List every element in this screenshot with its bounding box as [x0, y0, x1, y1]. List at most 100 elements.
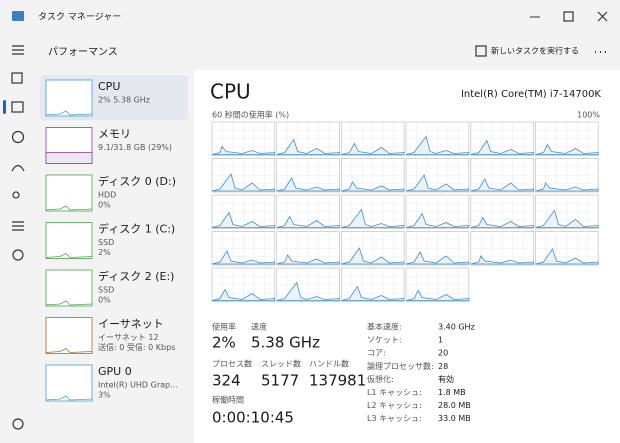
detail-label: 基本速度:	[367, 322, 402, 332]
cpu-title: CPU	[210, 80, 251, 104]
processor-usage-line	[470, 178, 534, 192]
stat-label: プロセス数	[212, 359, 252, 369]
processor-usage-line	[535, 143, 599, 155]
sidebar-item-detail: HDD	[98, 191, 116, 200]
cpu-model: Intel(R) Core(TM) i7-14700K	[461, 89, 601, 100]
processor-usage-line	[406, 251, 470, 265]
nav-users[interactable]	[12, 191, 20, 199]
nav-performance[interactable]	[11, 101, 24, 113]
nav-details[interactable]	[12, 221, 24, 231]
sidebar-sparkline	[45, 348, 93, 353]
sidebar-item-name: メモリ	[98, 128, 131, 141]
processor-usage-line	[341, 247, 405, 265]
nav-processes[interactable]	[11, 72, 23, 84]
sidebar-item-detail: 送信: 0 受信: 0 Kbps	[98, 342, 175, 352]
sidebar-sparkline	[45, 253, 93, 258]
processor-usage-line	[470, 216, 534, 228]
sidebar-sparkline	[45, 300, 93, 306]
detail-value: 28	[438, 362, 448, 371]
nav-history[interactable]	[11, 130, 25, 144]
sidebar-thumbnail	[45, 317, 93, 354]
stat-value: 0:00:10:45	[212, 409, 294, 427]
detail-value: 33.0 MB	[438, 414, 471, 423]
detail-value: 28.0 MB	[438, 401, 471, 410]
sidebar-item-detail: 0%	[98, 201, 111, 210]
detail-label: コア:	[367, 349, 386, 358]
processor-usage-line	[406, 135, 470, 155]
sidebar-item-name: ディスク 0 (D:)	[98, 174, 176, 188]
detail-label: L2 キャッシュ:	[367, 401, 422, 410]
sidebar-item-detail: 3%	[98, 391, 111, 400]
stat-value: 137981	[309, 372, 366, 390]
processor-usage-line	[341, 181, 405, 192]
nav-settings[interactable]	[12, 418, 24, 430]
graph-label: 60 秒間の使用率 (%)	[212, 110, 289, 120]
menu-button[interactable]	[12, 45, 24, 55]
processor-usage-line	[406, 289, 470, 301]
detail-label: 仮想化:	[367, 374, 394, 384]
sidebar-item-detail: 2%	[98, 248, 111, 257]
processor-usage-line	[211, 173, 276, 192]
detail-label: ソケット:	[367, 336, 402, 345]
processor-usage-line	[276, 281, 340, 301]
processor-usage-line	[341, 285, 405, 301]
stat-value: 5177	[261, 372, 299, 390]
stat-value: 324	[212, 372, 241, 390]
sidebar-item-name: GPU 0	[98, 365, 132, 378]
processor-usage-line	[535, 182, 599, 192]
sidebar-item-detail: 2% 5.38 GHz	[98, 96, 150, 105]
window-title: タスク マネージャー	[38, 12, 121, 23]
stat-label: スレッド数	[261, 359, 301, 369]
detail-value: 有効	[438, 374, 454, 384]
sidebar-thumbnail	[45, 364, 93, 402]
nav-startup[interactable]	[11, 164, 25, 172]
sidebar-item-name: ディスク 1 (C:)	[98, 222, 175, 236]
stat-value: 2%	[212, 334, 236, 352]
processor-usage-line	[211, 288, 276, 301]
run-task-icon	[475, 45, 487, 57]
nav-services[interactable]	[12, 249, 24, 261]
processor-usage-line	[341, 142, 405, 155]
sidebar-sparkline	[45, 205, 93, 211]
stat-label: 速度	[251, 322, 267, 332]
processor-usage-line	[341, 208, 405, 228]
sidebar-item-name: CPU	[98, 80, 120, 93]
detail-label: L3 キャッシュ:	[367, 414, 422, 423]
page-header: パフォーマンス	[48, 46, 118, 58]
graph-max-label: 100%	[577, 111, 600, 120]
processor-usage-line	[276, 138, 340, 155]
processor-usage-line	[276, 215, 340, 228]
stat-label: 稼働時間	[212, 395, 244, 405]
close-button[interactable]	[597, 11, 608, 22]
app-icon	[12, 11, 24, 21]
detail-value: 1.8 MB	[438, 388, 466, 397]
processor-usage-line	[470, 139, 534, 155]
stat-label: 使用率	[212, 322, 236, 332]
processor-usage-line	[211, 211, 276, 228]
maximize-button[interactable]	[563, 11, 574, 22]
sidebar-item-name: ディスク 2 (E:)	[98, 269, 174, 283]
detail-label: 論理プロセッサ数:	[367, 361, 434, 371]
sidebar-item-detail: SSD	[98, 238, 114, 247]
sidebar-thumbnail	[45, 269, 93, 307]
sidebar-item-name: イーサネット	[98, 318, 164, 331]
stat-value: 5.38 GHz	[251, 334, 320, 352]
run-task-button[interactable]: 新しいタスクを実行する	[491, 46, 579, 56]
stat-label: ハンドル数	[309, 359, 349, 369]
processor-usage-line	[276, 254, 340, 265]
processor-usage-line	[470, 255, 534, 265]
sidebar-item-detail: Intel(R) UHD Grap...	[98, 381, 178, 390]
sidebar-item-detail: 0%	[98, 296, 111, 305]
processor-usage-line	[535, 248, 599, 265]
processor-usage-line	[406, 174, 470, 192]
sidebar-thumbnail	[45, 79, 93, 117]
processor-usage-line	[535, 209, 599, 228]
detail-value: 3.40 GHz	[438, 323, 475, 332]
detail-value: 20	[438, 349, 448, 358]
nav-selection-indicator	[3, 100, 6, 114]
sidebar-sparkline	[45, 110, 93, 116]
sidebar-thumbnail	[45, 222, 93, 259]
detail-label: L1 キャッシュ:	[367, 388, 422, 397]
